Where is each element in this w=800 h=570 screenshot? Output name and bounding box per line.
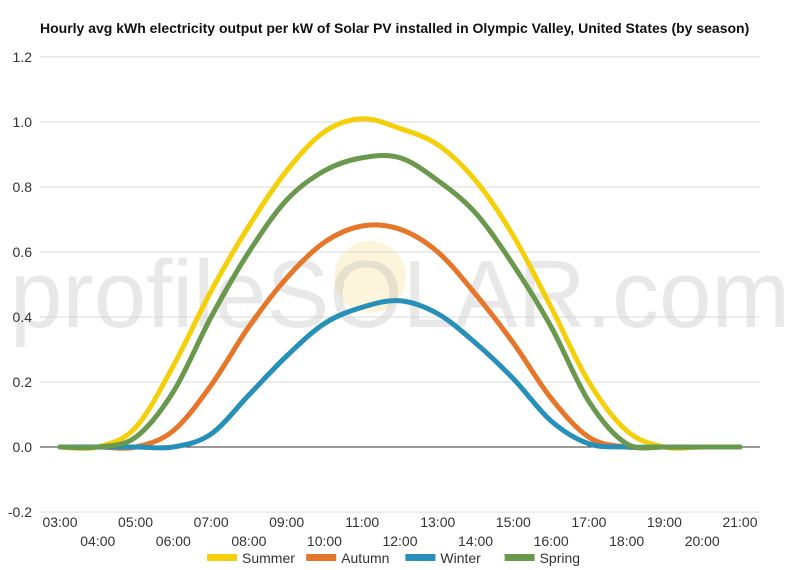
x-tick-label: 04:00: [80, 533, 115, 549]
series-line-summer: [57, 116, 743, 451]
x-tick-label: 19:00: [647, 514, 682, 530]
x-tick-label: 11:00: [345, 514, 379, 530]
series-line-spring: [57, 153, 743, 451]
legend-item-summer[interactable]: Summer: [207, 550, 295, 566]
legend-label-autumn: Autumn: [341, 550, 389, 566]
legend-label-summer: Summer: [242, 550, 295, 566]
legend-item-winter[interactable]: Winter: [405, 550, 481, 566]
x-tick-label: 14:00: [458, 533, 493, 549]
x-tick-label: 21:00: [722, 514, 757, 530]
legend[interactable]: Summer Autumn Winter Spring: [207, 550, 580, 566]
legend-item-autumn[interactable]: Autumn: [306, 550, 389, 566]
legend-swatch-summer: [207, 554, 237, 561]
y-axis-ticks: -0.2 0.0 0.2 0.4 0.6 0.8 1.0 1.2: [8, 49, 32, 520]
x-tick-label: 10:00: [307, 533, 342, 549]
legend-swatch-spring: [504, 554, 535, 561]
y-tick-label: 0.0: [13, 439, 33, 455]
legend-label-winter: Winter: [440, 550, 481, 566]
chart-title: Hourly avg kWh electricity output per kW…: [40, 20, 749, 36]
y-tick-label: -0.2: [8, 504, 32, 520]
legend-item-spring[interactable]: Spring: [504, 550, 580, 566]
x-tick-label: 15:00: [496, 514, 531, 530]
legend-swatch-winter: [405, 554, 436, 561]
x-tick-label: 09:00: [269, 514, 304, 530]
watermark-text: profileSOLAR.com: [10, 241, 790, 348]
x-tick-label: 12:00: [382, 533, 417, 549]
legend-swatch-autumn: [306, 554, 337, 561]
y-tick-label: 1.2: [13, 49, 33, 65]
watermark-sun-icon: [334, 241, 406, 313]
x-tick-label: 07:00: [194, 514, 229, 530]
x-tick-label: 13:00: [420, 514, 455, 530]
y-tick-label: 0.2: [13, 374, 33, 390]
watermark: profileSOLAR.com: [10, 241, 790, 348]
series-line-winter: [57, 298, 743, 451]
y-tick-label: 0.6: [13, 244, 33, 260]
y-tick-label: 0.4: [13, 309, 33, 325]
y-tick-label: 1.0: [13, 114, 33, 130]
y-tick-label: 0.8: [13, 179, 33, 195]
x-tick-label: 06:00: [156, 533, 191, 549]
x-tick-label: 17:00: [571, 514, 606, 530]
x-tick-label: 16:00: [534, 533, 569, 549]
legend-label-spring: Spring: [540, 550, 580, 566]
x-axis-ticks: 03:0004:0005:0006:0007:0008:0009:0010:00…: [42, 514, 757, 549]
series-lines: [57, 116, 743, 451]
x-tick-label: 05:00: [118, 514, 153, 530]
x-tick-label: 08:00: [231, 533, 266, 549]
x-tick-label: 18:00: [609, 533, 644, 549]
x-tick-label: 03:00: [42, 514, 77, 530]
x-tick-label: 20:00: [685, 533, 720, 549]
grid: [40, 56, 760, 513]
